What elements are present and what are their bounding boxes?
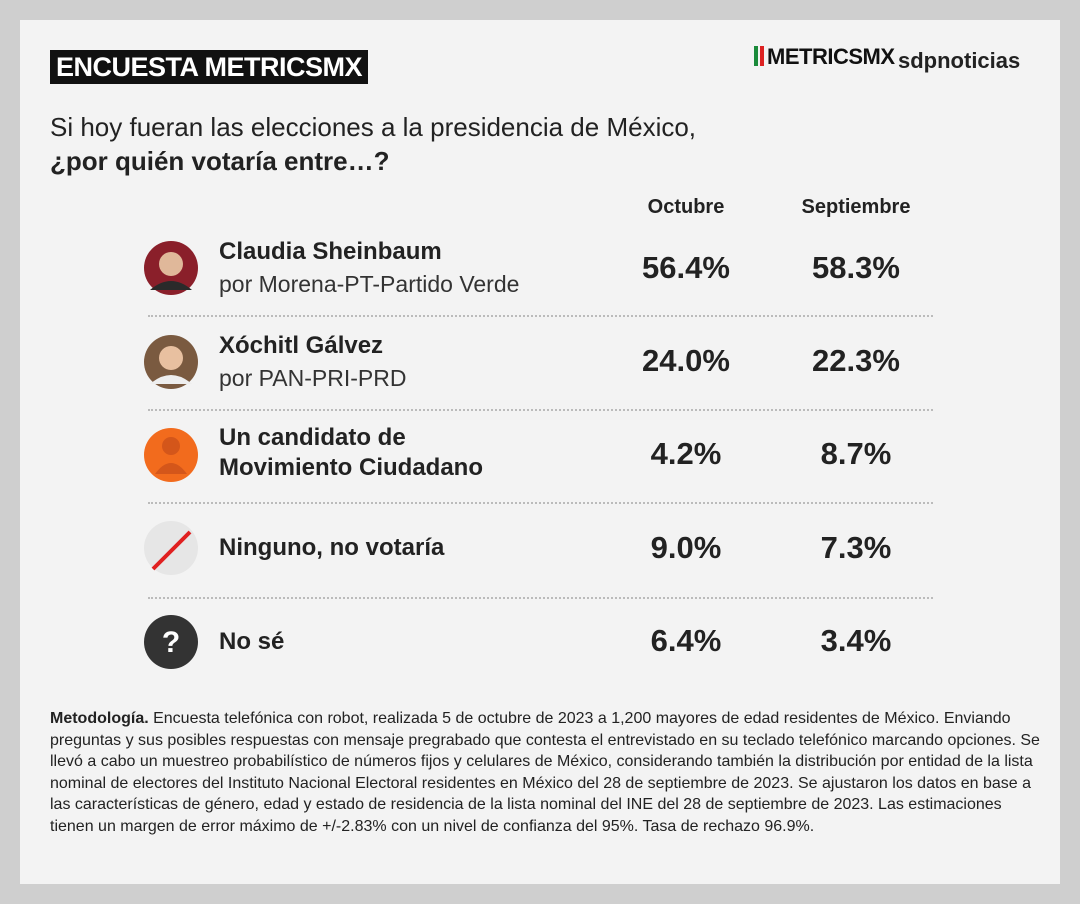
- value: 9.0%: [650, 530, 722, 565]
- value: 58.3%: [812, 250, 900, 285]
- value: 8.7%: [820, 436, 892, 471]
- methodology-text: Encuesta telefónica con robot, realizada…: [50, 710, 1040, 835]
- methodology-label: Metodología.: [50, 710, 149, 727]
- column-header: Septiembre: [801, 196, 911, 218]
- separator: [148, 409, 933, 411]
- question: Si hoy fueran las elecciones a la presid…: [50, 112, 697, 142]
- methodology: Metodología. Encuesta telefónica con rob…: [50, 708, 1040, 837]
- candidate-name: Xóchitl Gálvez: [219, 332, 384, 359]
- separator: [148, 315, 933, 317]
- option-name: No sé: [219, 628, 285, 655]
- separator: [148, 597, 933, 599]
- value: 6.4%: [650, 623, 722, 658]
- value: 4.2%: [650, 436, 722, 471]
- candidate-party: por PAN-PRI-PRD: [219, 365, 407, 391]
- value: 3.4%: [820, 623, 892, 658]
- title: ENCUESTA METRICSMX: [50, 50, 369, 84]
- column-header: Octubre: [647, 196, 725, 218]
- value: 24.0%: [642, 343, 730, 378]
- question-bold: ¿por quién votaría entre…?: [50, 146, 390, 176]
- svg-text:?: ?: [162, 626, 180, 659]
- candidate-name: Un candidato de Movimiento Ciudadano: [219, 424, 483, 481]
- logo-text: METRICSMX: [767, 44, 895, 69]
- option-name: Ninguno, no votaría: [219, 534, 445, 561]
- candidate-party: por Morena-PT-Partido Verde: [219, 271, 520, 297]
- value: 22.3%: [812, 343, 900, 378]
- candidate-name: Claudia Sheinbaum: [219, 238, 442, 265]
- value: 7.3%: [820, 530, 892, 565]
- value: 56.4%: [642, 250, 730, 285]
- logo-metrics: METRICSMX: [754, 44, 895, 70]
- separator: [148, 502, 933, 504]
- logo-sdp: sdpnoticias: [898, 48, 1021, 73]
